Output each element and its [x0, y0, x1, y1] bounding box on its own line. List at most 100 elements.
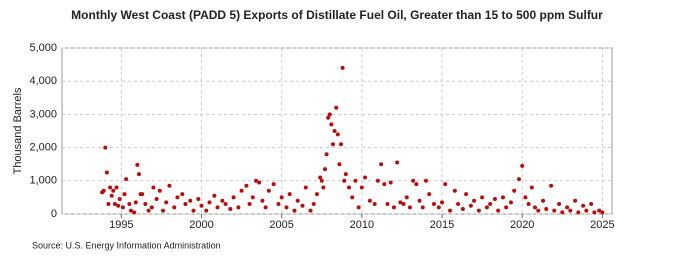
data-point [116, 203, 121, 208]
data-point [326, 115, 331, 120]
data-point [108, 185, 113, 190]
data-point [359, 185, 364, 190]
data-point [417, 198, 422, 203]
data-point [154, 197, 159, 202]
data-point [476, 208, 481, 213]
data-point [423, 178, 428, 183]
data-point [401, 202, 406, 207]
data-point [223, 202, 228, 207]
data-point [568, 208, 573, 213]
data-point [260, 198, 265, 203]
data-point [149, 205, 154, 210]
data-point [549, 183, 554, 188]
data-point [557, 202, 562, 207]
y-tick-label: 2,000 [29, 142, 57, 154]
data-point [492, 197, 497, 202]
data-point [191, 208, 196, 213]
x-tick-label: 2025 [590, 219, 614, 231]
data-point [164, 200, 169, 205]
data-point [120, 205, 125, 210]
data-point [327, 112, 332, 117]
data-point [215, 205, 220, 210]
data-point [452, 188, 457, 193]
data-point [541, 198, 546, 203]
data-point [157, 188, 162, 193]
data-point [536, 208, 541, 213]
data-point [488, 202, 493, 207]
data-point [342, 178, 347, 183]
data-point [175, 195, 180, 200]
data-point [247, 202, 252, 207]
data-point [207, 200, 212, 205]
data-point [128, 208, 133, 213]
data-point [443, 182, 448, 187]
data-point [420, 205, 425, 210]
data-point [385, 202, 390, 207]
data-point [480, 195, 485, 200]
data-point [199, 203, 204, 208]
data-point [464, 192, 469, 197]
data-point [382, 182, 387, 187]
data-point [172, 205, 177, 210]
data-point [132, 210, 137, 215]
data-point [508, 200, 513, 205]
x-tick-label: 2015 [430, 219, 454, 231]
chart-title: Monthly West Coast (PADD 5) Exports of D… [71, 8, 603, 22]
data-point [117, 197, 122, 202]
data-point [375, 178, 380, 183]
data-point [135, 162, 140, 167]
data-point [347, 185, 352, 190]
data-point [414, 182, 419, 187]
data-point [266, 188, 271, 193]
data-point [560, 210, 565, 215]
data-point [136, 172, 141, 177]
data-point [271, 182, 276, 187]
data-point [436, 205, 441, 210]
data-point [319, 178, 324, 183]
data-point [350, 195, 355, 200]
data-point [292, 208, 297, 213]
data-point [600, 210, 605, 215]
data-point [456, 202, 461, 207]
data-point [484, 205, 489, 210]
data-point [322, 167, 327, 172]
data-point [332, 129, 337, 133]
x-tick-label: 1995 [109, 219, 133, 231]
data-point [468, 203, 473, 208]
data-point [239, 188, 244, 193]
data-point [581, 203, 586, 208]
data-point [263, 205, 268, 210]
data-point [339, 142, 344, 147]
data-point [395, 160, 400, 165]
data-point [228, 207, 233, 212]
data-point [106, 202, 111, 207]
data-point [440, 200, 445, 205]
data-point [335, 132, 340, 137]
x-tick-label: 2010 [350, 219, 374, 231]
data-point [250, 195, 255, 200]
data-point [279, 195, 284, 200]
data-point [589, 202, 594, 207]
data-point [500, 195, 505, 200]
data-point [212, 193, 217, 198]
source-note: Source: U.S. Energy Information Administ… [32, 240, 221, 250]
data-point [196, 197, 201, 202]
data-point [398, 200, 403, 205]
data-point [388, 180, 393, 185]
data-point [151, 185, 156, 190]
data-point [363, 175, 368, 180]
data-point [300, 203, 305, 208]
data-point [526, 202, 531, 207]
data-point [520, 163, 525, 168]
data-point [353, 178, 358, 183]
data-point [512, 188, 517, 193]
data-point [303, 185, 308, 190]
data-point [146, 208, 151, 213]
data-point [340, 65, 345, 70]
data-point [124, 177, 129, 182]
data-point [284, 205, 289, 210]
data-point [448, 208, 453, 213]
data-point [314, 192, 319, 197]
data-point [404, 195, 409, 200]
